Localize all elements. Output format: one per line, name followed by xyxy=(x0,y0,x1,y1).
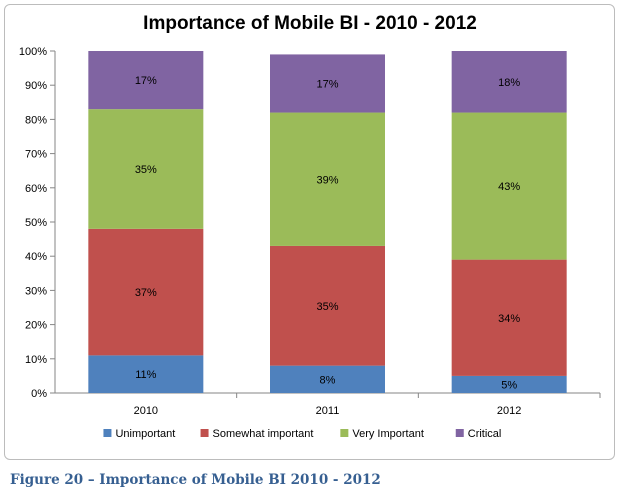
x-tick-label: 2012 xyxy=(497,405,521,417)
legend-label: Unimportant xyxy=(115,428,175,440)
bar-segment xyxy=(88,355,204,393)
y-tick-label: 30% xyxy=(25,285,47,297)
data-label: 17% xyxy=(316,78,338,90)
bar-segment xyxy=(88,228,204,356)
x-tick-label: 2010 xyxy=(134,405,158,417)
data-label: 34% xyxy=(498,313,520,325)
data-label: 17% xyxy=(135,75,157,87)
legend-swatch xyxy=(103,429,112,437)
data-label: 11% xyxy=(135,369,156,381)
y-tick-label: 100% xyxy=(19,46,47,58)
data-label: 37% xyxy=(135,287,157,299)
bar-segment xyxy=(270,112,385,246)
chart-title: Importance of Mobile BI - 2010 - 2012 xyxy=(143,13,477,34)
data-label: 35% xyxy=(135,164,157,176)
legend-label: Somewhat important xyxy=(213,428,314,440)
data-label: 8% xyxy=(320,374,336,386)
data-label: 5% xyxy=(501,379,517,391)
legend-label: Very Important xyxy=(352,428,424,440)
bar-segment xyxy=(451,51,567,113)
y-tick-label: 70% xyxy=(25,149,47,161)
y-tick-label: 50% xyxy=(25,217,47,229)
legend-label: Critical xyxy=(468,428,502,440)
bar-segment xyxy=(88,51,204,110)
bar-segment xyxy=(270,54,385,113)
bar-segment xyxy=(88,109,204,229)
y-tick-label: 80% xyxy=(25,114,47,126)
bar-segment xyxy=(270,245,385,366)
bar-segment xyxy=(451,112,567,260)
legend-swatch xyxy=(455,429,464,437)
data-label: 43% xyxy=(498,181,520,193)
y-tick-label: 60% xyxy=(25,183,47,195)
y-tick-label: 40% xyxy=(25,251,47,263)
y-tick-label: 10% xyxy=(25,354,47,366)
legend-swatch xyxy=(340,429,349,437)
data-label: 35% xyxy=(316,301,338,313)
y-tick-label: 0% xyxy=(31,388,47,400)
data-label: 18% xyxy=(498,77,520,89)
y-tick-label: 90% xyxy=(25,80,47,92)
y-tick-label: 20% xyxy=(25,320,47,332)
data-label: 39% xyxy=(316,174,338,186)
bar-segment xyxy=(451,375,567,393)
bar-segment xyxy=(451,259,567,376)
legend-swatch xyxy=(200,429,209,437)
figure-caption: Figure 20 – Importance of Mobile BI 2010… xyxy=(10,472,381,488)
stacked-bar-chart: Importance of Mobile BI - 2010 - 2012 0% 1… xyxy=(19,13,601,440)
bar-segment xyxy=(270,365,385,393)
x-tick-label: 2011 xyxy=(316,405,340,417)
